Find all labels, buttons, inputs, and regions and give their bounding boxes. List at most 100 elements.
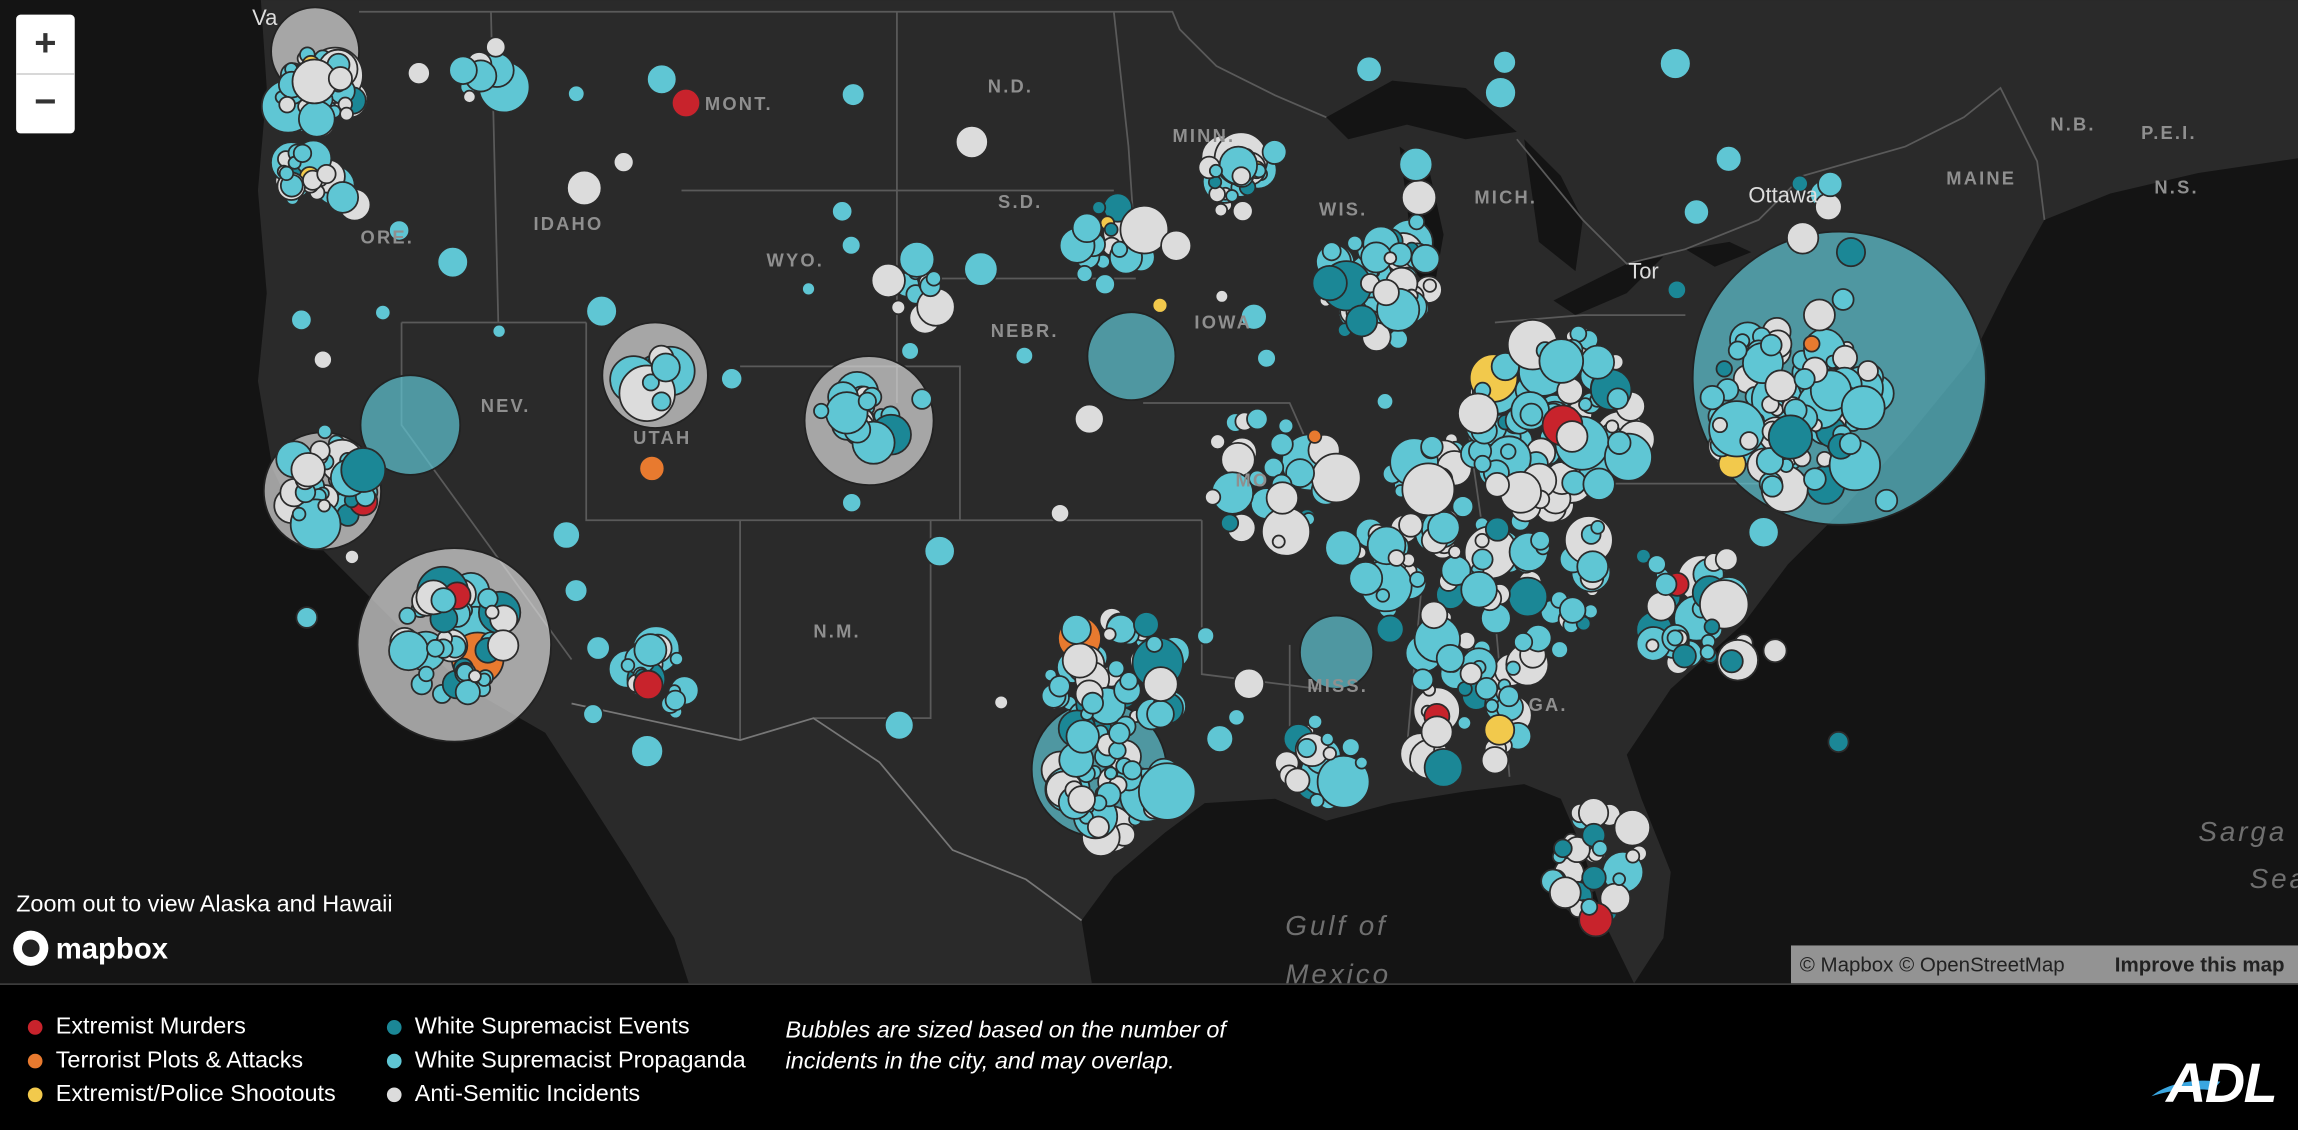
zoom-in-button[interactable]: + — [34, 23, 56, 65]
lake — [1524, 139, 1583, 272]
improve-map-link[interactable]: Improve this map — [2115, 954, 2285, 977]
bubble — [1703, 618, 1721, 636]
region-label: MAINE — [1946, 168, 2016, 189]
bubble — [1103, 222, 1119, 237]
bubble — [1606, 387, 1629, 410]
legend-label[interactable]: Extremist Murders — [56, 1013, 246, 1039]
bubble — [1471, 548, 1494, 571]
legend-label[interactable]: White Supremacist Propaganda — [415, 1046, 747, 1072]
bubble — [633, 669, 664, 701]
bubble — [641, 373, 660, 392]
bubble — [1474, 676, 1499, 701]
legend-label[interactable]: Terrorist Plots & Attacks — [56, 1046, 303, 1072]
lake — [1326, 80, 1517, 140]
mapbox-logo[interactable]: mapbox — [13, 930, 169, 966]
bubble — [1108, 722, 1131, 745]
bubble — [327, 66, 353, 92]
bubble — [669, 651, 684, 667]
map[interactable]: Va MONT. N.D. MINN. S.D. IDAHO ORE. WYO. NEBR. NE… — [0, 0, 2298, 989]
bubble — [1398, 146, 1434, 182]
bubble — [1802, 335, 1821, 353]
bubble — [1646, 554, 1667, 575]
legend-label[interactable]: Extremist/Police Shootouts — [56, 1080, 336, 1106]
bubble — [491, 323, 507, 339]
bubble — [1225, 189, 1239, 203]
bubble — [1321, 241, 1342, 262]
region-label: WIS. — [1319, 198, 1367, 219]
bubble — [1435, 643, 1465, 673]
bubble — [1605, 419, 1620, 434]
bubble — [1160, 229, 1193, 262]
bubble — [1133, 611, 1160, 638]
region-label: S.D. — [998, 191, 1042, 212]
mapbox-wordmark: mapbox — [56, 933, 169, 966]
bubble — [1580, 898, 1599, 916]
bubble — [954, 124, 989, 159]
bubble — [1727, 340, 1748, 361]
bubble — [1835, 237, 1866, 268]
bubble — [1423, 747, 1464, 788]
bubble — [670, 87, 702, 119]
region-label: P.E.I. — [2141, 122, 2197, 143]
bubble — [298, 100, 336, 138]
bubble — [567, 84, 586, 103]
bubble — [1492, 49, 1517, 75]
bubble — [1091, 200, 1107, 216]
zoom-out-button[interactable]: − — [34, 81, 56, 123]
bubble — [1067, 785, 1096, 814]
bubble — [339, 106, 354, 122]
bubble — [585, 294, 618, 328]
legend-label[interactable]: White Supremacist Events — [415, 1013, 690, 1039]
bubble — [993, 694, 1009, 711]
bubble — [326, 181, 360, 214]
bubble — [448, 55, 478, 85]
bubble — [1383, 251, 1398, 265]
bubble — [1122, 760, 1143, 781]
bubble — [1231, 200, 1254, 223]
bubble — [1838, 432, 1862, 456]
bubble — [291, 506, 307, 522]
bubble — [720, 367, 744, 391]
legend-swatch — [27, 1020, 43, 1035]
bubble — [1231, 166, 1252, 186]
bubble — [1719, 649, 1744, 674]
legend-swatch — [386, 1053, 402, 1069]
bubble — [857, 391, 877, 411]
bubble — [1265, 481, 1300, 515]
region-label: IOWA — [1194, 311, 1252, 332]
bubble — [1507, 576, 1549, 618]
bubble — [1375, 614, 1405, 644]
bubble — [1590, 520, 1606, 535]
bubble — [1196, 626, 1216, 646]
legend-label[interactable]: Anti-Semitic Incidents — [415, 1080, 640, 1106]
bubble — [1645, 591, 1677, 622]
bubble — [1233, 667, 1266, 700]
logo-swoosh — [2151, 1080, 2221, 1097]
incident-bubbles — [260, 6, 1987, 938]
legend-note: incidents in the city, and may overlap. — [786, 1047, 1175, 1073]
bubble — [1119, 671, 1139, 691]
bubble — [1538, 338, 1585, 384]
atlantic-ocean — [1626, 158, 2298, 984]
bubble — [1500, 443, 1517, 460]
bubble — [1419, 600, 1449, 630]
bubble — [1666, 279, 1687, 300]
region-label: N.S. — [2154, 176, 2198, 197]
bubble — [1714, 547, 1739, 572]
bubble — [1484, 516, 1510, 542]
attribution-credits[interactable]: © Mapbox © OpenStreetMap — [1800, 954, 2065, 977]
bubble — [898, 241, 936, 278]
bubble — [1498, 685, 1520, 708]
bubble — [1094, 273, 1116, 296]
bubble — [1558, 596, 1587, 624]
bubble — [1581, 865, 1607, 891]
bubble — [1296, 737, 1317, 759]
bubble — [1762, 638, 1788, 664]
bubble — [1420, 715, 1454, 749]
bubble — [317, 498, 331, 513]
bubble — [1761, 475, 1784, 498]
bubble — [620, 658, 636, 673]
city-label: Va — [252, 5, 278, 30]
region-label: ORE. — [361, 226, 415, 247]
